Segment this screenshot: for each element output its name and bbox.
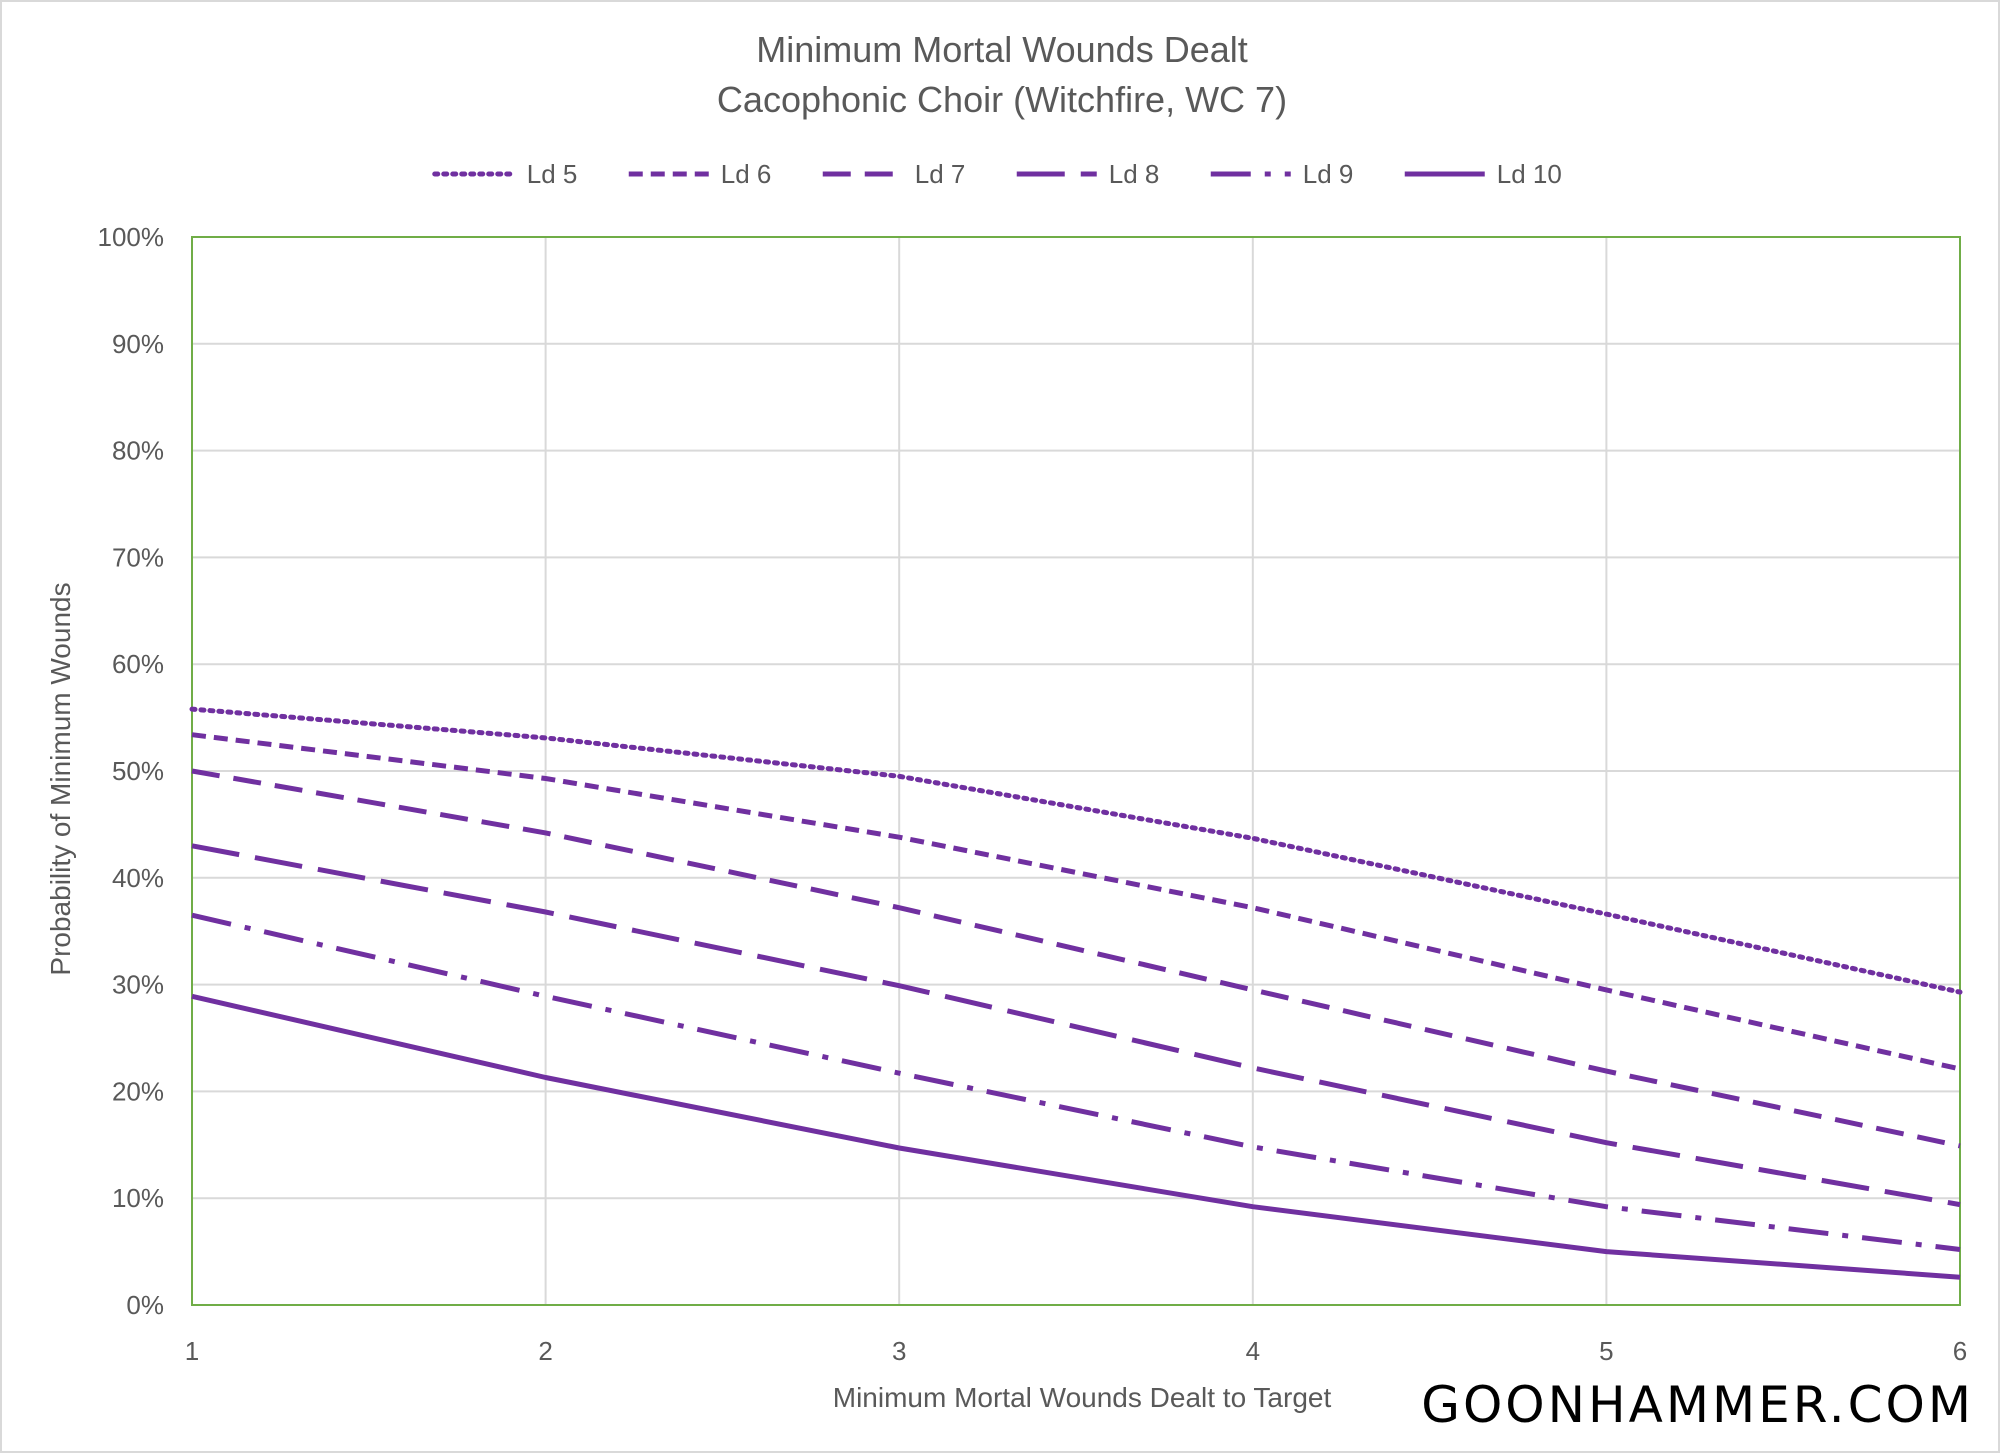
series-line-ld-7: [191, 768, 1961, 1149]
x-tick-label: 3: [892, 1336, 906, 1366]
x-tick-label: 2: [538, 1336, 552, 1366]
y-tick-label: 40%: [112, 863, 164, 893]
y-tick-label: 70%: [112, 542, 164, 572]
y-tick-label: 20%: [112, 1076, 164, 1106]
y-tick-label: 80%: [112, 436, 164, 466]
series-line-ld-10: [191, 993, 1961, 1280]
x-axis-title: Minimum Mortal Wounds Dealt to Target: [833, 1382, 1332, 1413]
series-line-ld-5: [189, 706, 1963, 995]
x-tick-label: 6: [1953, 1336, 1967, 1366]
x-axis-ticks: 1 2 3 4 5 6: [185, 1336, 1967, 1366]
legend-label: Ld 6: [721, 159, 772, 189]
y-tick-label: 60%: [112, 649, 164, 679]
y-tick-label: 100%: [98, 222, 165, 252]
legend-label: Ld 9: [1303, 159, 1354, 189]
y-axis-ticks: 0% 10% 20% 30% 40% 50% 60% 70% 80% 90% 100%: [98, 222, 165, 1320]
x-tick-label: 5: [1599, 1336, 1613, 1366]
series-line-ld-6: [191, 732, 1961, 1072]
y-tick-label: 0%: [126, 1290, 164, 1320]
y-axis-title: Probability of Minimum Wounds: [45, 582, 76, 975]
series-lines: [189, 706, 1963, 1280]
gridlines: [191, 236, 1961, 1306]
legend: Ld 5 Ld 6 Ld 7 Ld 8 Ld 9 Ld 10: [432, 159, 1562, 189]
series-line-ld-8: [191, 843, 1961, 1208]
y-tick-label: 50%: [112, 756, 164, 786]
legend-label: Ld 8: [1109, 159, 1160, 189]
watermark-logo: GOONHAMMER.COM: [1421, 1376, 1974, 1434]
legend-label: Ld 10: [1497, 159, 1562, 189]
x-tick-label: 1: [185, 1336, 199, 1366]
series-line-ld-9: [191, 912, 1961, 1252]
y-tick-label: 10%: [112, 1183, 164, 1213]
y-tick-label: 30%: [112, 970, 164, 1000]
legend-label: Ld 7: [915, 159, 966, 189]
legend-label: Ld 5: [527, 159, 578, 189]
chart-subtitle: Cacophonic Choir (Witchfire, WC 7): [717, 79, 1287, 120]
x-tick-label: 4: [1246, 1336, 1260, 1366]
chart-title: Minimum Mortal Wounds Dealt: [756, 29, 1247, 70]
y-tick-label: 90%: [112, 329, 164, 359]
